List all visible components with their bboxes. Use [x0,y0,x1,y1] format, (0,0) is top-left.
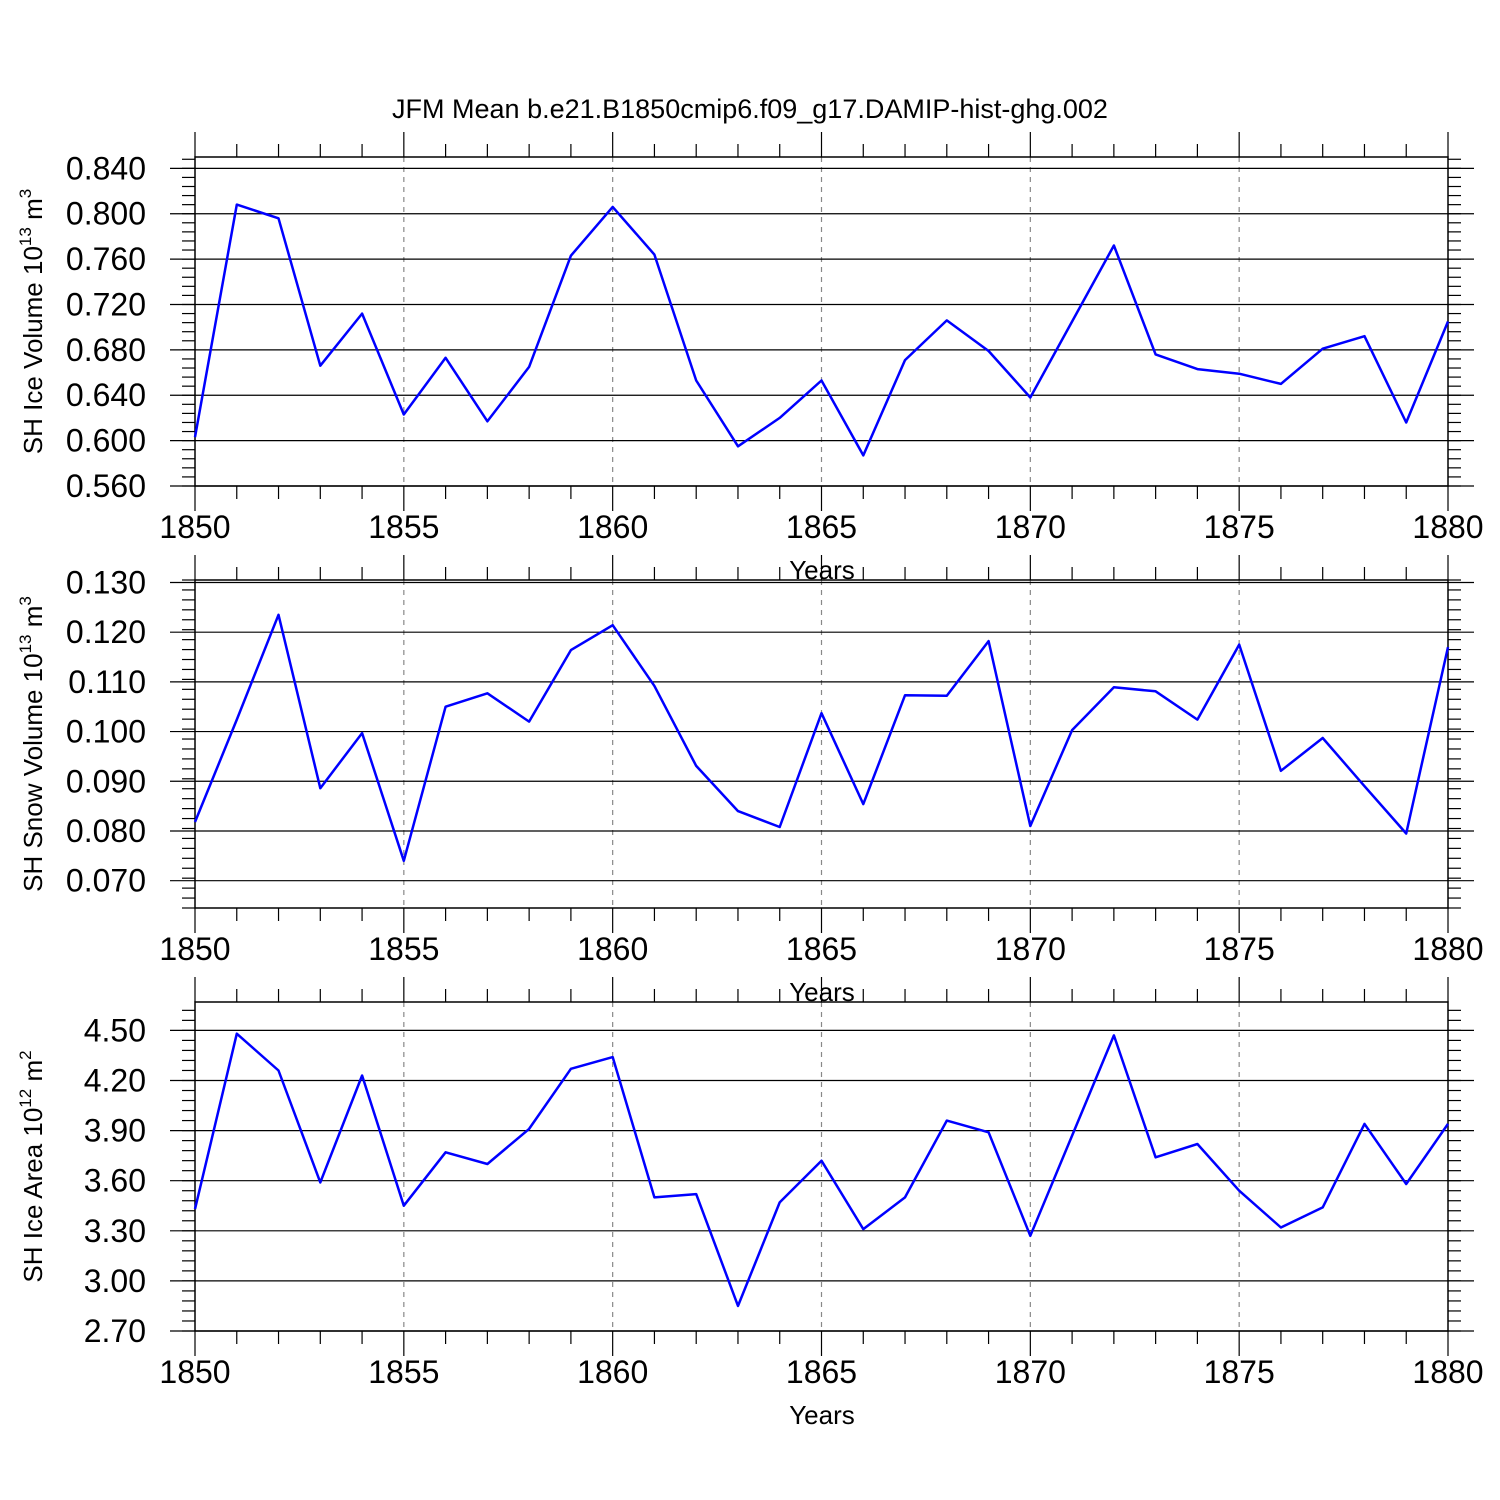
x-tick-label: 1855 [368,931,439,967]
y-tick-label: 0.110 [68,664,146,700]
panel-1: 0.560 0.600 0.640 0.680 0.720 0.760 0.800 0.840… [16,132,1484,585]
y-tick-label: 3.00 [84,1263,146,1299]
x-tick-label: 1860 [577,509,648,545]
y-label-exponent: 13 [16,634,35,653]
panel-2: 0.070 0.080 0.090 0.100 0.110 0.120 0.130 1850 1… [16,555,1484,1007]
y-label-text: SH Snow Volume 10 [18,653,48,891]
y-label-unit: m [18,198,48,227]
x-tick-label: 1870 [995,931,1066,967]
x-tick-label: 1870 [995,1354,1066,1390]
y-tick-label: 3.90 [84,1113,146,1149]
y-tick-label: 0.100 [66,714,146,750]
x-tick-label: 1850 [159,931,230,967]
plot-frame [194,579,1449,909]
y-tick-label: 0.680 [66,332,146,368]
y-tick-label: 0.840 [66,150,146,186]
x-tick-label: 1860 [577,1354,648,1390]
x-tick-label: 1875 [1204,1354,1275,1390]
y-tick-label: 0.120 [66,614,146,650]
y-tick-label: 0.600 [66,423,146,459]
y-label-text: SH Ice Volume 10 [18,246,48,454]
y-tick-label: 0.640 [66,377,146,413]
y-label-exponent: 12 [16,1089,35,1108]
x-tick-label: 1865 [786,509,857,545]
y-label-unit-exponent: 2 [16,1050,35,1059]
x-tick-label: 1880 [1412,931,1483,967]
panel-3: 2.70 3.00 3.30 3.60 3.90 4.20 4.50 1850 1855 1860… [16,977,1484,1430]
y-label-exponent: 13 [16,227,35,246]
x-tick-label: 1850 [159,509,230,545]
x-tick-label: 1865 [786,1354,857,1390]
y-tick-label: 3.60 [84,1163,146,1199]
y-label-unit-exponent: 3 [16,189,35,198]
x-tick-label: 1875 [1204,931,1275,967]
y-tick-label: 2.70 [84,1313,146,1349]
y-label-unit: m [18,1060,48,1089]
y-tick-label: 0.720 [66,286,146,322]
x-tick-label: 1860 [577,931,648,967]
y-tick-label: 3.30 [84,1213,146,1249]
y-tick-label: 0.800 [66,196,146,232]
x-tick-label: 1855 [368,509,439,545]
y-label-unit: m [18,606,48,635]
y-label-unit-exponent: 3 [16,596,35,605]
x-tick-label: 1880 [1412,509,1483,545]
y-axis-label: SH Ice Volume 1013 m3 [16,189,48,454]
y-tick-label: 0.130 [66,564,146,600]
x-tick-label: 1880 [1412,1354,1483,1390]
y-tick-label: 0.070 [66,863,146,899]
x-axis-label: Years [789,1400,855,1430]
x-tick-label: 1850 [159,1354,230,1390]
x-tick-label: 1875 [1204,509,1275,545]
data-series-line [193,203,1450,457]
chart-title: JFM Mean b.e21.B1850cmip6.f09_g17.DAMIP-… [392,94,1108,124]
y-label-text: SH Ice Area 10 [18,1108,48,1283]
data-series-line [193,1032,1450,1308]
plot-frame [194,1001,1449,1332]
y-tick-label: 0.080 [66,813,146,849]
x-tick-label: 1855 [368,1354,439,1390]
data-series-line [193,613,1450,863]
y-axis-label: SH Ice Area 1012 m2 [16,1050,48,1282]
y-tick-label: 4.50 [84,1012,146,1048]
y-tick-label: 4.20 [84,1062,146,1098]
panels: 0.560 0.600 0.640 0.680 0.720 0.760 0.800 0.840… [16,132,1484,1430]
y-axis-label: SH Snow Volume 1013 m3 [16,596,48,892]
x-tick-label: 1870 [995,509,1066,545]
y-tick-label: 0.760 [66,241,146,277]
y-tick-label: 0.560 [66,468,146,504]
y-tick-label: 0.090 [66,763,146,799]
x-tick-label: 1865 [786,931,857,967]
